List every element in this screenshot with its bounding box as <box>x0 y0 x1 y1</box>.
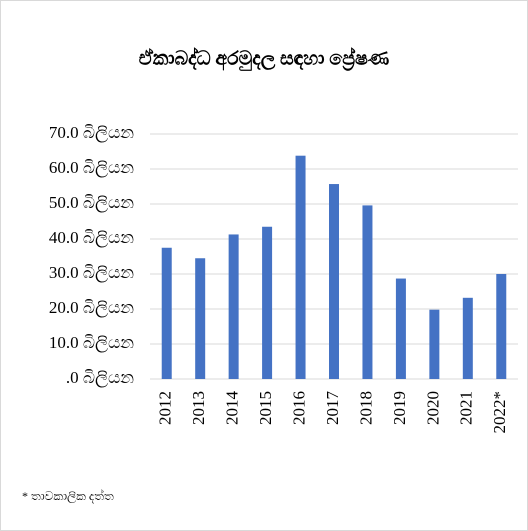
bar <box>496 274 507 379</box>
bar <box>195 258 206 379</box>
x-tick-label: 2020 <box>423 391 442 425</box>
x-tick-label: 2021 <box>457 391 476 425</box>
bar <box>262 226 273 379</box>
x-tick-label: 2018 <box>356 391 375 425</box>
bar <box>362 205 373 379</box>
y-tick-label: 60.0 බිලියන <box>49 158 134 178</box>
x-tick-label: 2015 <box>256 391 275 425</box>
bar <box>228 234 239 379</box>
bar <box>161 247 172 379</box>
y-tick-label: 20.0 බිලියන <box>49 298 134 318</box>
footnote: * තාවකාලික දත්ත <box>22 489 114 504</box>
bar <box>429 309 440 379</box>
y-tick-label: 70.0 බිලියන <box>49 123 134 143</box>
x-tick-label: 2022* <box>490 391 509 434</box>
y-tick-label: 10.0 බිලියන <box>49 333 134 353</box>
x-tick-label: 2012 <box>156 391 175 425</box>
x-tick-label: 2017 <box>323 391 342 426</box>
x-tick-label: 2013 <box>189 391 208 425</box>
x-tick-label: 2019 <box>390 391 409 425</box>
bar <box>329 184 339 379</box>
y-tick-label: .0 බිලියන <box>66 368 134 388</box>
chart-title: ඒකාබද්ධ අරමුදල සඳහා ප්‍රේෂණ <box>139 47 390 72</box>
y-tick-label: 50.0 බිලියන <box>49 193 134 213</box>
bar <box>395 278 406 379</box>
y-tick-label: 30.0 බිලියන <box>49 263 134 283</box>
bar <box>295 155 306 379</box>
bar <box>462 297 473 379</box>
x-tick-label: 2016 <box>289 391 308 425</box>
y-tick-label: 40.0 බිලියන <box>49 228 134 248</box>
x-tick-label: 2014 <box>223 391 242 426</box>
